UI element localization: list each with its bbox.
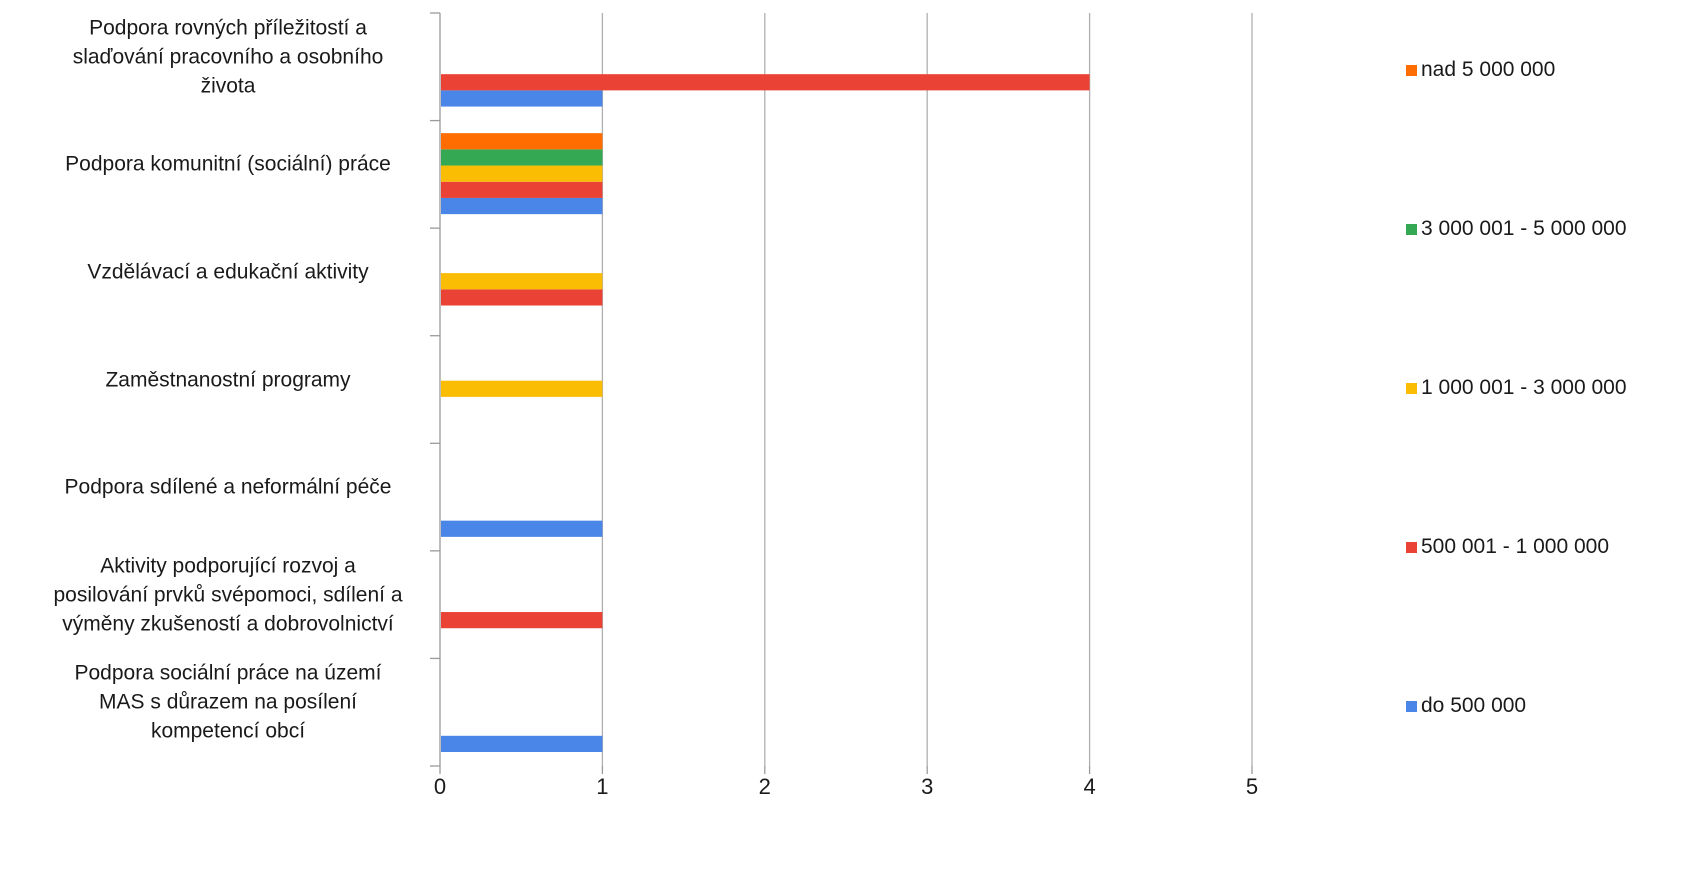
- legend-swatch: [1406, 541, 1417, 553]
- category-label: Podpora sdílené a neformální péče: [64, 475, 392, 499]
- bar: [441, 735, 603, 752]
- legend-label: 3 000 001 - 5 000 000: [1421, 217, 1627, 240]
- bar: [441, 197, 603, 215]
- legend-label: do 500 000: [1421, 694, 1527, 717]
- legend-item: 500 001 - 1 000 000: [1406, 535, 1609, 559]
- category-label: Vzdělávací a edukační aktivity: [87, 260, 369, 284]
- bar: [441, 74, 1090, 91]
- bar: [441, 612, 603, 629]
- bar: [441, 181, 603, 198]
- x-tick-label: 0: [433, 774, 447, 799]
- legend-swatch: [1406, 382, 1417, 394]
- category-label: Podpora komunitní (sociální) práce: [65, 152, 391, 176]
- bar: [441, 165, 603, 182]
- legend-label: nad 5 000 000: [1421, 58, 1556, 81]
- bar: [441, 380, 603, 397]
- bar: [441, 133, 603, 150]
- legend-swatch: [1406, 64, 1417, 76]
- x-tick-label: 2: [758, 774, 771, 799]
- x-tick-label: 3: [921, 774, 934, 799]
- x-tick-label: 1: [596, 774, 609, 799]
- category-label: Podpora sociální práce na území MAS s dů…: [74, 661, 382, 743]
- legend-item: 3 000 001 - 5 000 000: [1406, 217, 1627, 241]
- legend-swatch: [1406, 223, 1417, 235]
- bar: [441, 149, 603, 166]
- bar: [441, 289, 603, 306]
- bar: [441, 273, 603, 290]
- legend-label: 1 000 001 - 3 000 000: [1421, 376, 1627, 399]
- legend-item: 1 000 001 - 3 000 000: [1406, 376, 1627, 400]
- x-tick-label: 5: [1245, 774, 1259, 799]
- bar: [441, 520, 603, 537]
- bar: [441, 90, 603, 107]
- legend-label: 500 001 - 1 000 000: [1421, 535, 1609, 558]
- legend-item: nad 5 000 000: [1406, 58, 1555, 82]
- category-label: Aktivity podporující rozvoj a posilování…: [53, 554, 403, 636]
- x-tick-label: 4: [1083, 774, 1096, 799]
- legend-item: do 500 000: [1406, 694, 1526, 718]
- category-label: Podpora rovných příležitostí a slaďování…: [72, 16, 384, 98]
- category-label: Zaměstnanostní programy: [105, 368, 351, 391]
- legend-swatch: [1406, 700, 1417, 712]
